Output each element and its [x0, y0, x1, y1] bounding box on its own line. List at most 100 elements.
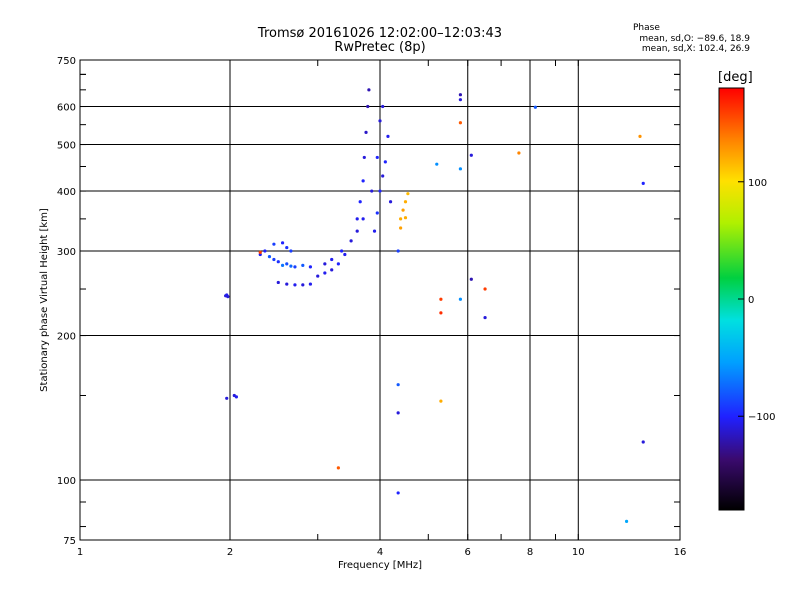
data-point — [378, 119, 382, 123]
data-point — [381, 104, 385, 109]
data-point — [285, 262, 289, 266]
data-point — [276, 260, 280, 264]
data-point — [399, 217, 403, 221]
data-point — [343, 252, 347, 257]
data-point — [406, 192, 410, 196]
data-point — [355, 217, 359, 221]
data-point — [336, 262, 340, 266]
data-point — [435, 162, 439, 166]
data-point — [383, 160, 387, 164]
data-point — [323, 271, 327, 275]
data-point — [272, 257, 276, 262]
data-point — [293, 265, 297, 269]
data-point — [370, 189, 374, 193]
data-point — [308, 265, 313, 269]
data-point — [483, 287, 487, 291]
y-axis-label: Stationary phase Virtual Height [km] — [39, 208, 50, 392]
data-point — [458, 297, 463, 301]
data-point — [439, 399, 443, 403]
data-point — [355, 229, 359, 233]
y-tick-label: 600 — [57, 103, 76, 114]
data-point — [401, 208, 405, 212]
data-point — [285, 245, 289, 250]
data-point — [301, 283, 305, 287]
colorbar-unit: [deg] — [718, 70, 753, 85]
phase-stats-title: Phase — [633, 23, 660, 33]
data-point — [289, 249, 293, 253]
data-point — [381, 174, 385, 178]
data-point — [258, 250, 262, 255]
data-point — [358, 200, 362, 204]
chart-title: Tromsø 20161026 12:02:00–12:03:43 — [257, 26, 503, 41]
data-point — [323, 262, 327, 266]
y-tick-label: 500 — [57, 141, 76, 152]
y-tick-label: 100 — [57, 476, 76, 487]
data-point — [293, 283, 297, 287]
data-point — [403, 200, 408, 204]
data-point — [336, 466, 340, 470]
x-tick-label: 16 — [674, 547, 687, 558]
data-point — [367, 88, 371, 92]
data-point — [458, 167, 463, 171]
data-point — [386, 134, 390, 138]
data-point — [388, 200, 393, 204]
data-point — [396, 249, 400, 253]
data-point — [366, 104, 370, 109]
data-point — [439, 297, 443, 301]
data-point — [469, 277, 473, 281]
data-point — [280, 241, 285, 245]
data-point — [280, 263, 285, 267]
chart-subtitle: RwPretec (8p) — [334, 40, 426, 55]
x-tick-label: 2 — [227, 547, 233, 558]
data-point — [458, 93, 463, 97]
colorbar-tick-label: 100 — [748, 178, 767, 189]
phase-stats-x-mode: mean, sd,X: 102.4, 26.9 — [641, 44, 750, 54]
data-point — [641, 440, 645, 444]
data-point — [289, 264, 293, 268]
data-point — [533, 105, 537, 109]
x-tick-label: 1 — [77, 547, 83, 558]
x-tick-label: 4 — [377, 547, 383, 558]
data-point — [364, 130, 368, 134]
data-point — [301, 263, 305, 267]
x-tick-label: 10 — [572, 547, 585, 558]
data-point — [641, 181, 645, 185]
data-point — [396, 491, 400, 495]
data-point — [399, 226, 403, 230]
data-point — [624, 519, 629, 523]
data-point — [234, 395, 238, 399]
y-tick-label: 300 — [57, 247, 76, 258]
data-point — [330, 268, 334, 272]
data-point — [469, 153, 473, 157]
data-point — [375, 211, 379, 215]
data-point — [263, 249, 267, 253]
data-point — [330, 257, 334, 262]
data-point — [316, 274, 320, 278]
x-axis-label: Frequency [MHz] — [338, 560, 422, 571]
y-tick-label: 200 — [57, 332, 76, 343]
y-tick-label: 750 — [57, 56, 76, 67]
data-point — [361, 179, 365, 183]
y-tick-label: 400 — [57, 187, 76, 198]
data-point — [378, 189, 382, 193]
data-point — [396, 411, 400, 415]
data-point — [375, 155, 379, 160]
data-point — [349, 239, 353, 243]
x-tick-label: 8 — [527, 547, 533, 558]
data-point — [458, 98, 463, 102]
data-point — [308, 282, 313, 286]
y-tick-label: 75 — [63, 536, 76, 547]
data-point — [225, 396, 229, 400]
data-point — [439, 311, 443, 315]
x-tick-label: 6 — [465, 547, 471, 558]
data-point — [272, 242, 276, 246]
data-point — [396, 383, 400, 387]
data-point — [372, 229, 377, 233]
data-point — [638, 134, 642, 138]
colorbar-tick-label: −100 — [748, 412, 775, 423]
data-point — [403, 216, 408, 220]
colorbar-tick-label: 0 — [748, 295, 754, 306]
phase-stats-o-mode: mean, sd,O: −89.6, 18.9 — [639, 34, 750, 44]
